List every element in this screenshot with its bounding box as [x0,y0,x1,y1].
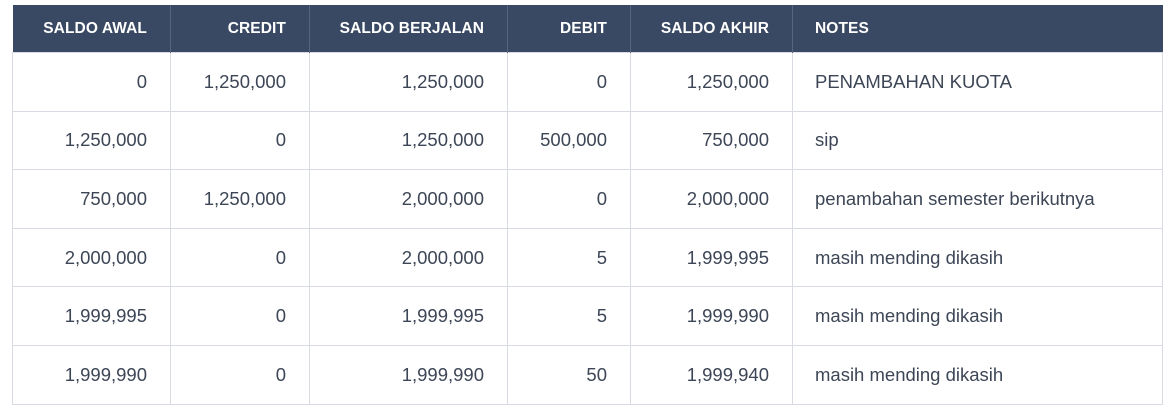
cell-saldo-awal: 1,999,995 [12,286,171,346]
cell-saldo-akhir: 1,250,000 [630,52,793,112]
table-row: 1,250,000 0 1,250,000 500,000 750,000 si… [12,110,1163,171]
cell-saldo-akhir: 1,999,940 [630,344,793,405]
cell-saldo-akhir: 2,000,000 [630,169,793,229]
cell-notes: penambahan semester berikutnya [792,169,1163,229]
cell-saldo-berjalan: 1,250,000 [309,110,508,171]
cell-credit: 1,250,000 [170,52,310,112]
cell-saldo-berjalan: 1,999,990 [309,344,508,405]
cell-debit: 500,000 [507,110,631,171]
cell-saldo-awal: 0 [12,52,171,112]
cell-credit: 0 [170,227,310,288]
cell-saldo-awal: 2,000,000 [12,227,171,288]
table-row: 1,999,990 0 1,999,990 50 1,999,940 masih… [12,344,1163,405]
cell-saldo-berjalan: 1,250,000 [309,52,508,112]
column-header-saldo-berjalan: SALDO BERJALAN [309,5,508,53]
cell-notes: PENAMBAHAN KUOTA [792,52,1163,112]
header-row: SALDO AWAL CREDIT SALDO BERJALAN DEBIT S… [12,5,1163,53]
cell-debit: 0 [507,169,631,229]
cell-credit: 0 [170,110,310,171]
column-header-credit: CREDIT [170,5,310,53]
column-header-debit: DEBIT [507,5,631,53]
cell-debit: 50 [507,344,631,405]
cell-saldo-berjalan: 2,000,000 [309,169,508,229]
table-body: 0 1,250,000 1,250,000 0 1,250,000 PENAMB… [12,52,1163,405]
table-row: 750,000 1,250,000 2,000,000 0 2,000,000 … [12,169,1163,229]
cell-credit: 0 [170,344,310,405]
cell-saldo-berjalan: 2,000,000 [309,227,508,288]
table-row: 2,000,000 0 2,000,000 5 1,999,995 masih … [12,227,1163,288]
cell-credit: 1,250,000 [170,169,310,229]
cell-saldo-akhir: 1,999,995 [630,227,793,288]
cell-debit: 5 [507,286,631,346]
cell-saldo-awal: 1,250,000 [12,110,171,171]
column-header-saldo-awal: SALDO AWAL [12,5,171,53]
cell-notes: masih mending dikasih [792,344,1163,405]
cell-saldo-berjalan: 1,999,995 [309,286,508,346]
cell-notes: sip [792,110,1163,171]
cell-credit: 0 [170,286,310,346]
cell-saldo-akhir: 1,999,990 [630,286,793,346]
cell-saldo-awal: 1,999,990 [12,344,171,405]
column-header-saldo-akhir: SALDO AKHIR [630,5,793,53]
table-row: 0 1,250,000 1,250,000 0 1,250,000 PENAMB… [12,52,1163,112]
balance-table: SALDO AWAL CREDIT SALDO BERJALAN DEBIT S… [12,5,1163,405]
cell-debit: 5 [507,227,631,288]
cell-notes: masih mending dikasih [792,286,1163,346]
table-row: 1,999,995 0 1,999,995 5 1,999,990 masih … [12,286,1163,346]
cell-saldo-awal: 750,000 [12,169,171,229]
column-header-notes: NOTES [792,5,1163,53]
cell-notes: masih mending dikasih [792,227,1163,288]
cell-debit: 0 [507,52,631,112]
table-header: SALDO AWAL CREDIT SALDO BERJALAN DEBIT S… [12,5,1163,53]
cell-saldo-akhir: 750,000 [630,110,793,171]
balance-table-container: SALDO AWAL CREDIT SALDO BERJALAN DEBIT S… [12,5,1163,405]
